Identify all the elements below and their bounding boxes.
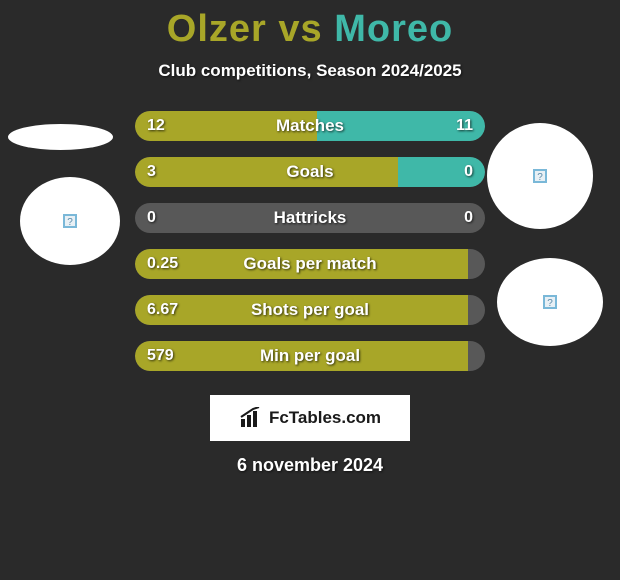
fctables-logo-text: FcTables.com (269, 408, 381, 428)
player-left-name: Olzer (167, 8, 267, 50)
decorative-circle: ? (497, 258, 603, 346)
decorative-circle (8, 124, 113, 150)
player-right-name: Moreo (334, 8, 453, 50)
decorative-circle: ? (20, 177, 120, 265)
stat-label: Hattricks (135, 203, 485, 233)
stat-label: Goals (135, 157, 485, 187)
vs-separator: vs (278, 8, 334, 50)
stat-row: 30Goals (135, 157, 485, 187)
placeholder-image-icon: ? (543, 295, 557, 309)
placeholder-image-icon: ? (63, 214, 77, 228)
stat-row: 00Hattricks (135, 203, 485, 233)
vs-title: Olzer vs Moreo (0, 0, 620, 51)
stat-label: Goals per match (135, 249, 485, 279)
stat-row: 1211Matches (135, 111, 485, 141)
stat-label: Shots per goal (135, 295, 485, 325)
stat-row: 6.67Shots per goal (135, 295, 485, 325)
placeholder-image-icon: ? (533, 169, 547, 183)
stats-container: 1211Matches 30Goals 00Hattricks 0.25Goals p… (135, 111, 485, 371)
fctables-logo: FcTables.com (210, 395, 410, 441)
stat-row: 0.25Goals per match (135, 249, 485, 279)
stat-label: Min per goal (135, 341, 485, 371)
fctables-chart-icon (239, 407, 265, 429)
stat-label: Matches (135, 111, 485, 141)
date-label: 6 november 2024 (0, 455, 620, 476)
subtitle: Club competitions, Season 2024/2025 (0, 61, 620, 81)
stat-row: 579Min per goal (135, 341, 485, 371)
decorative-circle: ? (487, 123, 593, 229)
